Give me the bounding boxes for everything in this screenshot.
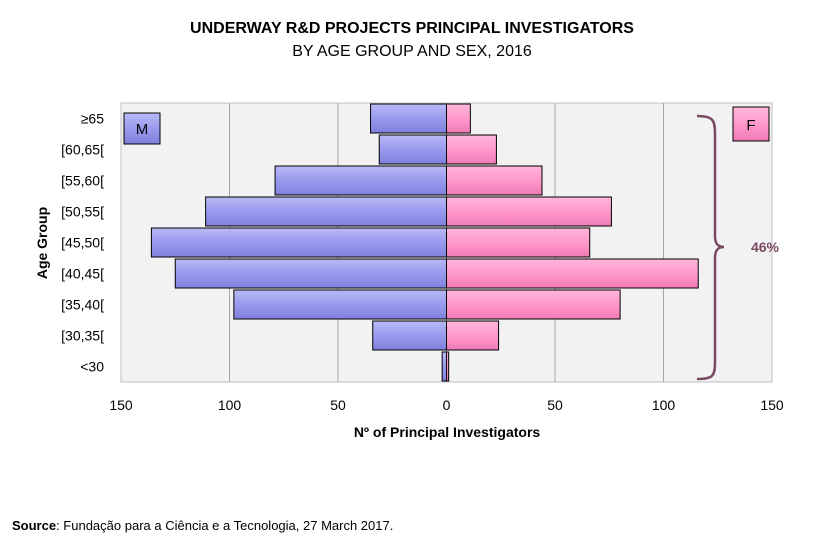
- bar-female: [446, 165, 543, 196]
- legend-female-label: F: [746, 117, 755, 134]
- bar-female: [446, 227, 591, 258]
- bar-female: [446, 320, 500, 351]
- legend-female-box: [732, 106, 770, 142]
- population-pyramid-chart: UNDERWAY R&D PROJECTS PRINCIPAL INVESTIG…: [34, 20, 784, 440]
- chart-subtitle: BY AGE GROUP AND SEX, 2016: [292, 43, 532, 60]
- bar-female: [446, 258, 699, 289]
- y-tick-label: [45,50[: [61, 235, 104, 251]
- bar-female: [446, 351, 450, 382]
- bar-male: [370, 103, 447, 134]
- x-tick-label: 100: [652, 397, 676, 413]
- bar-female: [446, 196, 612, 227]
- y-tick-label: <30: [80, 359, 104, 375]
- y-tick-label: [60,65[: [61, 142, 104, 158]
- y-axis-ticks: ≥65 [60,65[ [55,60[ [50,55[ [45,50[ [40,45[ [3…: [61, 111, 104, 375]
- chart-title: UNDERWAY R&D PROJECTS PRINCIPAL INVESTIG…: [190, 20, 634, 37]
- y-tick-label: [30,35[: [61, 328, 104, 344]
- bar-female: [446, 289, 621, 320]
- bar-female: [446, 103, 471, 134]
- bar-male: [174, 258, 447, 289]
- y-axis-title: Age Group: [34, 207, 50, 279]
- y-tick-label: [40,45[: [61, 266, 104, 282]
- y-tick-label: [55,60[: [61, 173, 104, 189]
- legend-male-box: [123, 112, 161, 145]
- source-text: : Fundação para a Ciência e a Tecnologia…: [56, 518, 394, 533]
- x-tick-label: 50: [547, 397, 563, 413]
- bar-male: [150, 227, 447, 258]
- bar-male: [205, 196, 447, 227]
- source-note: Source: Fundação para a Ciência e a Tecn…: [12, 518, 393, 533]
- x-axis-ticks: 150 100 50 0 50 100 150: [109, 397, 784, 413]
- x-tick-label: 50: [330, 397, 346, 413]
- legend-female: F: [732, 106, 770, 142]
- source-label: Source: [12, 518, 57, 533]
- y-tick-label: [50,55[: [61, 204, 104, 220]
- legend-male: M: [123, 112, 161, 145]
- y-tick-label: ≥65: [81, 111, 104, 127]
- annotation-percent: 46%: [751, 239, 780, 255]
- bar-male: [372, 320, 447, 351]
- x-tick-label: 150: [760, 397, 784, 413]
- x-tick-label: 0: [443, 397, 451, 413]
- bar-male: [441, 351, 448, 382]
- y-tick-label: [35,40[: [61, 297, 104, 313]
- x-tick-label: 100: [218, 397, 242, 413]
- bars: [150, 103, 699, 382]
- bar-male: [378, 134, 448, 165]
- bar-female: [446, 134, 497, 165]
- bar-male: [233, 289, 447, 320]
- annotation-brace: [696, 114, 725, 381]
- legend-male-label: M: [136, 121, 149, 138]
- x-axis-title: Nº of Principal Investigators: [354, 424, 541, 440]
- bar-male: [274, 165, 447, 196]
- x-tick-label: 150: [109, 397, 133, 413]
